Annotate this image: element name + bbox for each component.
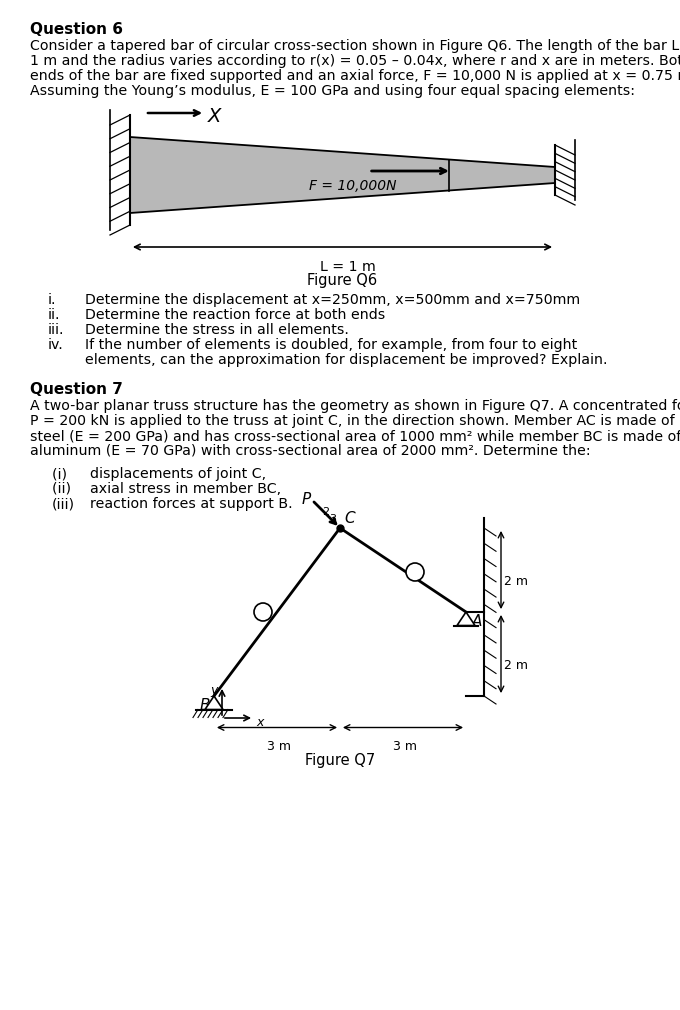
Text: B: B — [200, 698, 211, 713]
Text: reaction forces at support B.: reaction forces at support B. — [90, 497, 292, 511]
Text: steel (E = 200 GPa) and has cross-sectional area of 1000 mm² while member BC is : steel (E = 200 GPa) and has cross-sectio… — [30, 429, 680, 443]
Text: P = 200 kN is applied to the truss at joint C, in the direction shown. Member AC: P = 200 kN is applied to the truss at jo… — [30, 414, 675, 428]
Circle shape — [406, 563, 424, 581]
Text: C: C — [344, 511, 355, 526]
Text: L = 1 m: L = 1 m — [320, 260, 376, 274]
Text: displacements of joint C,: displacements of joint C, — [90, 467, 266, 481]
Text: Determine the displacement at x=250mm, x=500mm and x=750mm: Determine the displacement at x=250mm, x… — [85, 293, 580, 307]
Text: 3 m: 3 m — [393, 740, 417, 753]
Text: Determine the stress in all elements.: Determine the stress in all elements. — [85, 323, 349, 337]
Text: aluminum (E = 70 GPa) with cross-sectional area of 2000 mm². Determine the:: aluminum (E = 70 GPa) with cross-section… — [30, 444, 591, 458]
Text: 3 m: 3 m — [267, 740, 291, 753]
Text: ends of the bar are fixed supported and an axial force, F = 10,000 N is applied : ends of the bar are fixed supported and … — [30, 69, 680, 83]
Text: x: x — [256, 716, 263, 729]
Polygon shape — [130, 137, 555, 213]
Polygon shape — [457, 612, 475, 625]
Text: Question 7: Question 7 — [30, 382, 123, 397]
Text: Figure Q7: Figure Q7 — [305, 753, 375, 769]
Text: (i): (i) — [52, 467, 76, 481]
Text: 2 m: 2 m — [504, 575, 528, 588]
Text: axial stress in member BC,: axial stress in member BC, — [90, 482, 281, 496]
Text: 1 m and the radius varies according to r(x) = 0.05 – 0.04x, where r and x are in: 1 m and the radius varies according to r… — [30, 54, 680, 68]
Text: 2 m: 2 m — [504, 659, 528, 672]
Text: (ii): (ii) — [52, 482, 75, 496]
Text: iii.: iii. — [48, 323, 65, 337]
Text: iv.: iv. — [48, 338, 64, 352]
Text: 1: 1 — [411, 571, 419, 584]
Text: 3: 3 — [329, 514, 336, 524]
Text: ii.: ii. — [48, 308, 61, 322]
Text: elements, can the approximation for displacement be improved? Explain.: elements, can the approximation for disp… — [85, 354, 607, 367]
Text: (iii): (iii) — [52, 497, 75, 511]
Text: Consider a tapered bar of circular cross-section shown in Figure Q6. The length : Consider a tapered bar of circular cross… — [30, 39, 680, 53]
Text: Assuming the Young’s modulus, E = 100 GPa and using four equal spacing elements:: Assuming the Young’s modulus, E = 100 GP… — [30, 84, 635, 98]
Text: F = 10,000N: F = 10,000N — [309, 179, 396, 193]
Polygon shape — [205, 696, 223, 709]
Text: Figure Q6: Figure Q6 — [307, 273, 377, 288]
Text: y: y — [210, 684, 218, 697]
Text: If the number of elements is doubled, for example, from four to eight: If the number of elements is doubled, fo… — [85, 338, 577, 352]
Text: X: X — [208, 107, 222, 126]
Text: 2: 2 — [259, 610, 267, 623]
Text: i.: i. — [48, 293, 56, 307]
Text: P: P — [302, 492, 311, 507]
Text: A two-bar planar truss structure has the geometry as shown in Figure Q7. A conce: A two-bar planar truss structure has the… — [30, 399, 680, 413]
Text: Determine the reaction force at both ends: Determine the reaction force at both end… — [85, 308, 386, 322]
Text: A: A — [472, 614, 482, 629]
Text: Question 6: Question 6 — [30, 22, 123, 37]
Text: 2: 2 — [322, 507, 329, 517]
Circle shape — [254, 603, 272, 621]
